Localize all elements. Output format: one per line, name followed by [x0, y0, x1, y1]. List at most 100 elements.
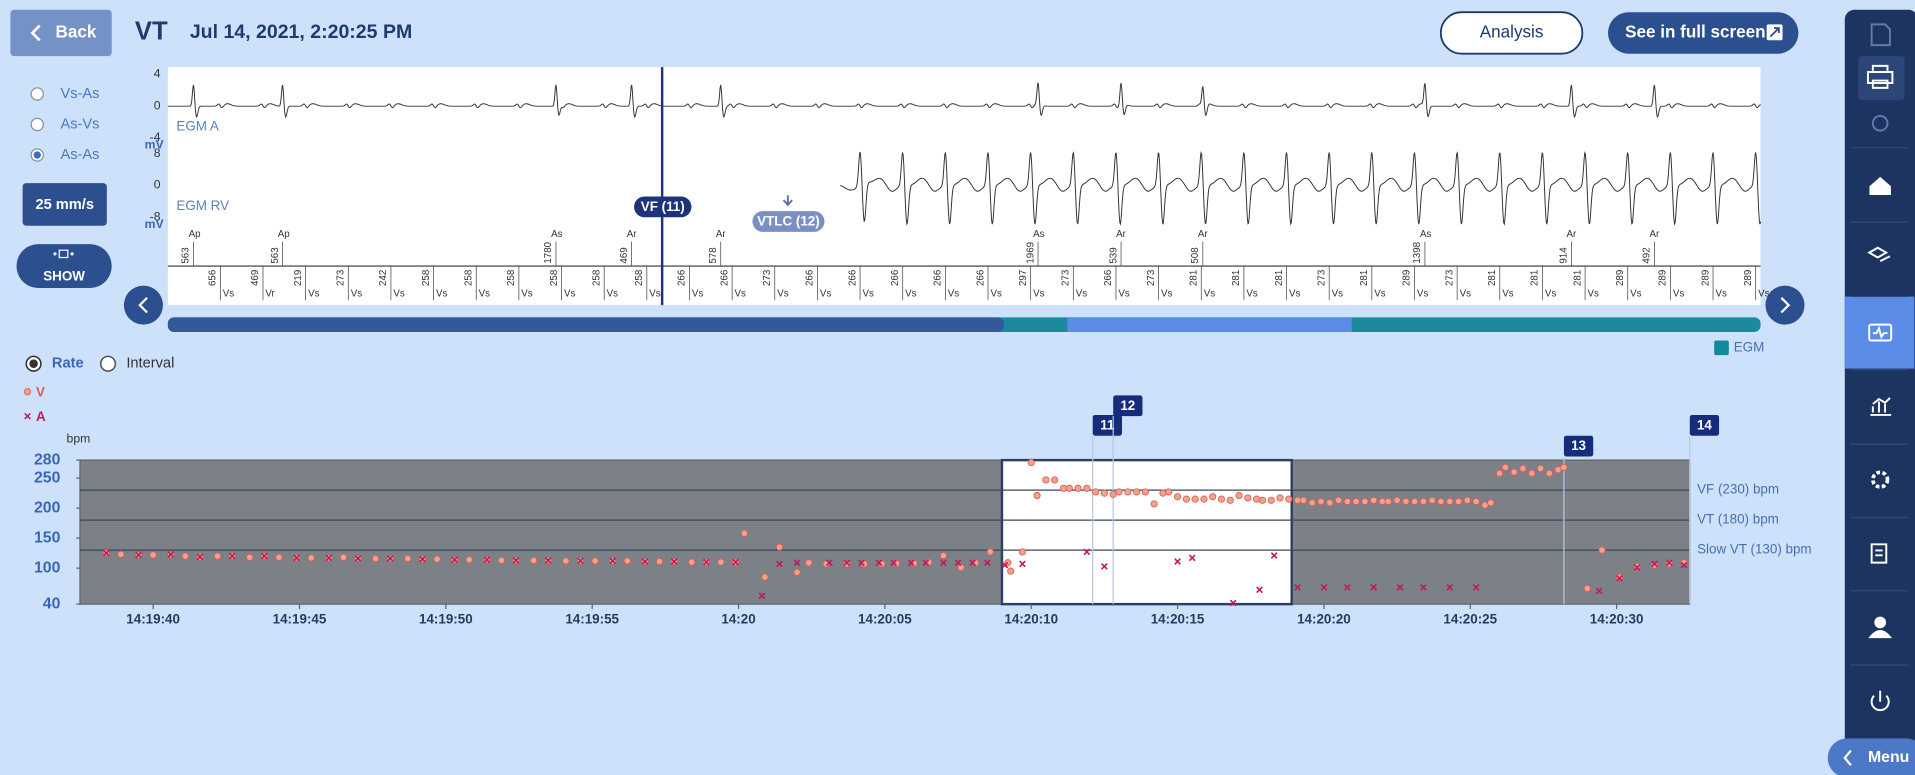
sidebar-item[interactable]: [1858, 56, 1905, 101]
atrial-interval: 1780: [543, 241, 554, 263]
prev-button[interactable]: [123, 285, 163, 325]
mode-label: As-Vs: [60, 116, 99, 132]
ventricular-interval: 242: [378, 270, 389, 286]
ventricular-marker-label: Vs: [863, 289, 875, 300]
ventricular-interval: 289: [1700, 270, 1711, 286]
v-point: [1402, 497, 1410, 506]
a-point: [732, 558, 739, 566]
a-point: [793, 559, 801, 567]
analysis-label: Analysis: [1480, 22, 1544, 41]
ventricular-marker-label: Vs: [649, 289, 661, 300]
fullscreen-button[interactable]: [1608, 12, 1799, 54]
episode-marker[interactable]: [634, 196, 692, 218]
v-point: [1132, 488, 1141, 496]
mode-label: Vs-As: [60, 86, 99, 102]
a-point: [196, 553, 204, 561]
episode-flag[interactable]: [1563, 435, 1594, 457]
ventricular-interval: 258: [549, 270, 560, 286]
v-point: [1285, 495, 1293, 503]
ventricular-interval: 266: [719, 270, 730, 286]
v-point: [1109, 490, 1117, 498]
episode-marker[interactable]: [752, 211, 825, 232]
timeline-window[interactable]: [1067, 317, 1352, 332]
v-point: [465, 556, 473, 564]
a-point: [1320, 583, 1328, 591]
ventricular-marker-label: Vs: [223, 289, 235, 300]
v-point: [740, 529, 748, 537]
a-point: [544, 556, 552, 564]
ventricular-marker-label: Vs: [1502, 289, 1514, 300]
atrial-interval: 563: [181, 247, 192, 263]
fullscreen-icon: [1766, 24, 1783, 41]
x-tick-label: 14:19:55: [565, 612, 619, 627]
ventricular-marker-label: Vs: [1246, 289, 1258, 300]
view-radio[interactable]: [99, 355, 117, 372]
a-point: [1472, 583, 1480, 591]
a-point: [1396, 583, 1404, 591]
a-point: [875, 559, 883, 567]
egm-legend-swatch: [1714, 340, 1729, 356]
v-point: [1173, 493, 1182, 501]
atrial-interval: 492: [1642, 247, 1653, 263]
v-point: [1065, 484, 1073, 492]
ventricular-marker-label: Vs: [948, 289, 960, 300]
v-point: [1252, 495, 1261, 503]
ventricular-marker-label: Vs: [1715, 289, 1727, 300]
episode-flag[interactable]: [1092, 414, 1122, 436]
episode-flag-label: 14: [1697, 417, 1712, 432]
egm-tick-label: 4: [154, 67, 161, 81]
ventricular-interval: 258: [591, 270, 602, 286]
v-point: [1487, 499, 1495, 507]
atrial-marker-label: Ar: [1567, 229, 1578, 240]
menu-button[interactable]: [1827, 738, 1915, 775]
mode-radio[interactable]: [30, 117, 44, 132]
v-point: [986, 548, 994, 556]
ventricular-interval: 258: [463, 270, 474, 286]
ventricular-interval: 273: [1316, 270, 1327, 286]
speed-button[interactable]: [22, 183, 107, 226]
atrial-marker-label: Ar: [716, 229, 727, 240]
episode-type: VT: [135, 18, 168, 46]
a-point: [1595, 587, 1603, 595]
v-point: [1235, 491, 1243, 500]
v-point: [1115, 488, 1123, 496]
back-button[interactable]: [10, 9, 112, 57]
mode-radio[interactable]: [30, 87, 44, 101]
a-point: [419, 555, 426, 563]
v-point: [1446, 497, 1454, 506]
v-point: [1299, 496, 1308, 504]
ventricular-marker-label: Vs: [1588, 289, 1600, 300]
v-point: [1519, 464, 1527, 473]
next-button[interactable]: [1765, 285, 1805, 325]
show-button[interactable]: [16, 244, 112, 289]
y-tick-label: 40: [43, 595, 61, 612]
egm-tick-label: 0: [154, 178, 161, 192]
y-tick-label: 250: [34, 469, 61, 486]
x-tick-label: 14:20:20: [1297, 612, 1351, 627]
v-point: [1150, 500, 1158, 508]
atrial-marker-label: As: [1420, 229, 1432, 240]
ventricular-interval: 273: [1061, 270, 1072, 286]
episode-marker-label: VF (11): [641, 199, 685, 214]
selection-window[interactable]: [1000, 458, 1293, 606]
analysis-button[interactable]: [1439, 11, 1584, 55]
ventricular-interval: 266: [1103, 270, 1114, 286]
episode-flag[interactable]: [1113, 395, 1143, 417]
v-point: [1226, 496, 1234, 504]
atrial-marker-label: Ap: [278, 229, 291, 240]
v-point: [655, 557, 664, 566]
v-point: [1495, 469, 1504, 477]
atrial-interval: 563: [270, 247, 281, 263]
v-point: [1554, 466, 1562, 474]
atrial-marker-label: As: [1033, 229, 1045, 240]
atrial-interval: 539: [1108, 247, 1119, 263]
episode-flag-label: 11: [1100, 417, 1115, 432]
v-point: [957, 563, 965, 572]
a-point: [483, 556, 491, 564]
ventricular-marker-label: Vs: [692, 289, 704, 300]
v-point: [1384, 497, 1392, 506]
episode-flag[interactable]: [1689, 414, 1720, 436]
egm-channel-name: EGM A: [176, 118, 219, 133]
ventricular-marker-label: Vs: [521, 289, 533, 300]
v-point: [843, 560, 851, 568]
